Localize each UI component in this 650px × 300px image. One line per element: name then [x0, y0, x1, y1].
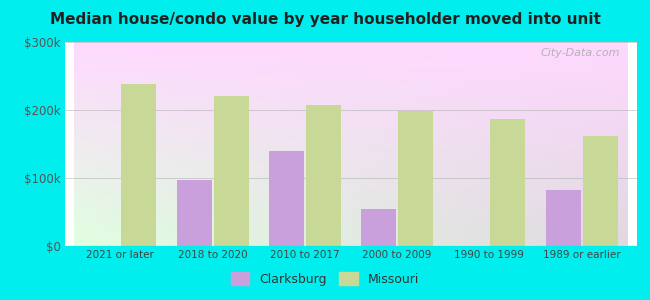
Bar [122, 84, 157, 246]
Bar [361, 208, 396, 246]
Bar [214, 96, 248, 246]
Bar [269, 151, 304, 246]
Bar [398, 111, 433, 246]
Bar [545, 190, 580, 246]
Bar [490, 119, 525, 246]
Bar [306, 105, 341, 246]
Text: City-Data.com: City-Data.com [540, 48, 620, 58]
Legend: Clarksburg, Missouri: Clarksburg, Missouri [226, 267, 424, 291]
Bar [582, 136, 617, 246]
Text: Median house/condo value by year householder moved into unit: Median house/condo value by year househo… [49, 12, 601, 27]
Bar [177, 180, 212, 246]
